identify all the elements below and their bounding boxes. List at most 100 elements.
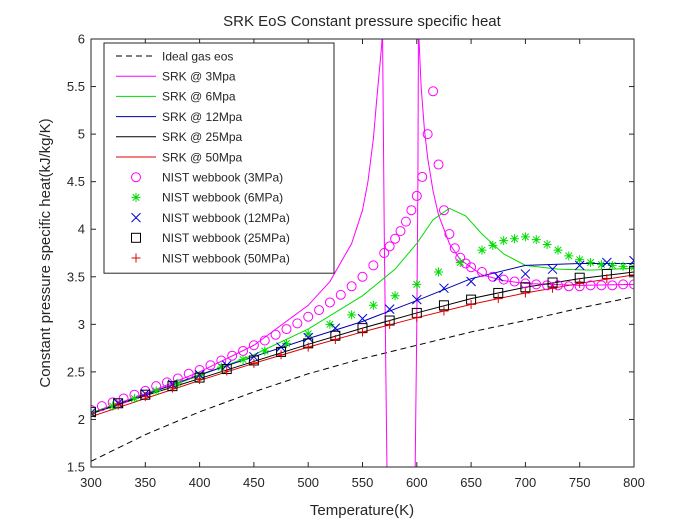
data-point: [91, 407, 96, 418]
y-tick-label: 5: [78, 127, 85, 142]
data-point: [412, 313, 422, 323]
series-srk-6mpa: [91, 207, 634, 414]
data-point: [325, 319, 335, 329]
data-point: [412, 279, 422, 289]
series-layer: [91, 39, 634, 467]
data-point: [406, 205, 417, 216]
data-point: [330, 335, 340, 345]
data-point: [368, 260, 379, 271]
data-point: [455, 258, 465, 268]
legend-label: NIST webbook (3MPa): [162, 171, 283, 185]
data-point: [303, 311, 314, 322]
data-point: [433, 159, 444, 170]
data-point: [552, 280, 563, 291]
data-point: [222, 366, 232, 376]
legend-swatch: [131, 253, 141, 263]
data-point: [281, 338, 291, 348]
data-point: [564, 251, 574, 261]
legend-label: Ideal gas eos: [162, 49, 233, 63]
data-point: [411, 294, 422, 305]
data-point: [585, 280, 596, 291]
data-point: [434, 267, 444, 277]
data-point: [357, 313, 368, 324]
series-line: [91, 39, 383, 414]
data-point: [227, 350, 238, 361]
data-point: [575, 255, 585, 265]
legend-item-srk-50mpa: SRK @ 50Mpa: [116, 150, 243, 164]
legend-swatch: [131, 212, 141, 223]
series-nist-webbook-50mpa: [91, 270, 634, 419]
data-point: [281, 324, 292, 335]
data-point: [358, 327, 367, 337]
y-tick-label: 5.5: [67, 79, 85, 94]
legend-label: SRK @ 6Mpa: [162, 90, 236, 104]
data-point: [335, 289, 346, 300]
data-point: [113, 400, 123, 410]
legend-item-nist-webbook-25mpa: NIST webbook (25MPa): [131, 231, 290, 245]
data-point: [466, 262, 477, 273]
x-tick-label: 700: [515, 475, 537, 490]
legend-swatch: [131, 172, 141, 183]
data-point: [575, 278, 585, 288]
legend-box: [103, 42, 335, 274]
legend-label: SRK @ 25Mpa: [162, 130, 243, 144]
data-point: [438, 205, 449, 216]
data-point: [629, 255, 634, 266]
data-point: [346, 281, 357, 292]
y-tick-label: 4.5: [67, 174, 85, 189]
data-point: [428, 86, 439, 97]
data-point: [347, 310, 357, 320]
data-point: [498, 274, 509, 285]
y-tick-label: 3: [78, 317, 85, 332]
data-point: [417, 171, 428, 182]
data-point: [449, 243, 460, 254]
data-point: [542, 239, 552, 249]
data-point: [167, 383, 177, 393]
legend-swatch: [131, 192, 141, 202]
data-point: [574, 260, 585, 271]
data-point: [466, 299, 476, 309]
x-tick-label: 650: [460, 475, 482, 490]
data-point: [618, 261, 628, 271]
legend-label: NIST webbook (6MPa): [162, 191, 283, 205]
data-point: [487, 271, 498, 282]
data-point: [205, 360, 216, 371]
data-point: [249, 351, 259, 362]
data-point: [384, 241, 395, 252]
data-point: [510, 234, 520, 244]
series-ideal-gas-eos: [91, 296, 634, 462]
data-point: [303, 332, 314, 343]
legend-swatch: [131, 232, 141, 243]
data-point: [96, 401, 107, 412]
data-point: [368, 300, 378, 310]
series-nist-webbook-6mpa: [91, 232, 634, 419]
data-point: [563, 281, 574, 292]
data-point: [91, 409, 96, 419]
data-point: [477, 245, 487, 255]
x-tick-label: 550: [352, 475, 374, 490]
data-point: [476, 267, 487, 278]
data-point: [183, 368, 194, 379]
data-point: [509, 276, 520, 287]
chart-title: SRK EoS Constant pressure specific heat: [223, 13, 501, 30]
data-point: [260, 346, 270, 356]
x-tick-label: 350: [134, 475, 156, 490]
data-point: [607, 260, 617, 270]
data-point: [618, 279, 629, 290]
legend-label: NIST webbook (25MPa): [162, 231, 290, 245]
x-tick-label: 750: [569, 475, 591, 490]
legend-item-srk-6mpa: SRK @ 6Mpa: [116, 90, 236, 104]
y-tick-label: 2: [78, 412, 85, 427]
data-point: [151, 386, 161, 396]
legend-label: SRK @ 50Mpa: [162, 150, 243, 164]
y-axis-label: Constant pressure specific heat(kJ/kg/K): [37, 118, 54, 387]
legend-item-srk-3mpa: SRK @ 3Mpa: [116, 70, 236, 84]
data-point: [91, 406, 96, 417]
axes-layer: 300 350 400 450 500 550 600 650 700 750 800 1.5 2 2.5…: [67, 32, 645, 491]
data-point: [238, 355, 248, 365]
data-point: [596, 280, 607, 291]
data-point: [488, 240, 498, 250]
data-point: [249, 358, 259, 368]
data-point: [548, 283, 558, 293]
